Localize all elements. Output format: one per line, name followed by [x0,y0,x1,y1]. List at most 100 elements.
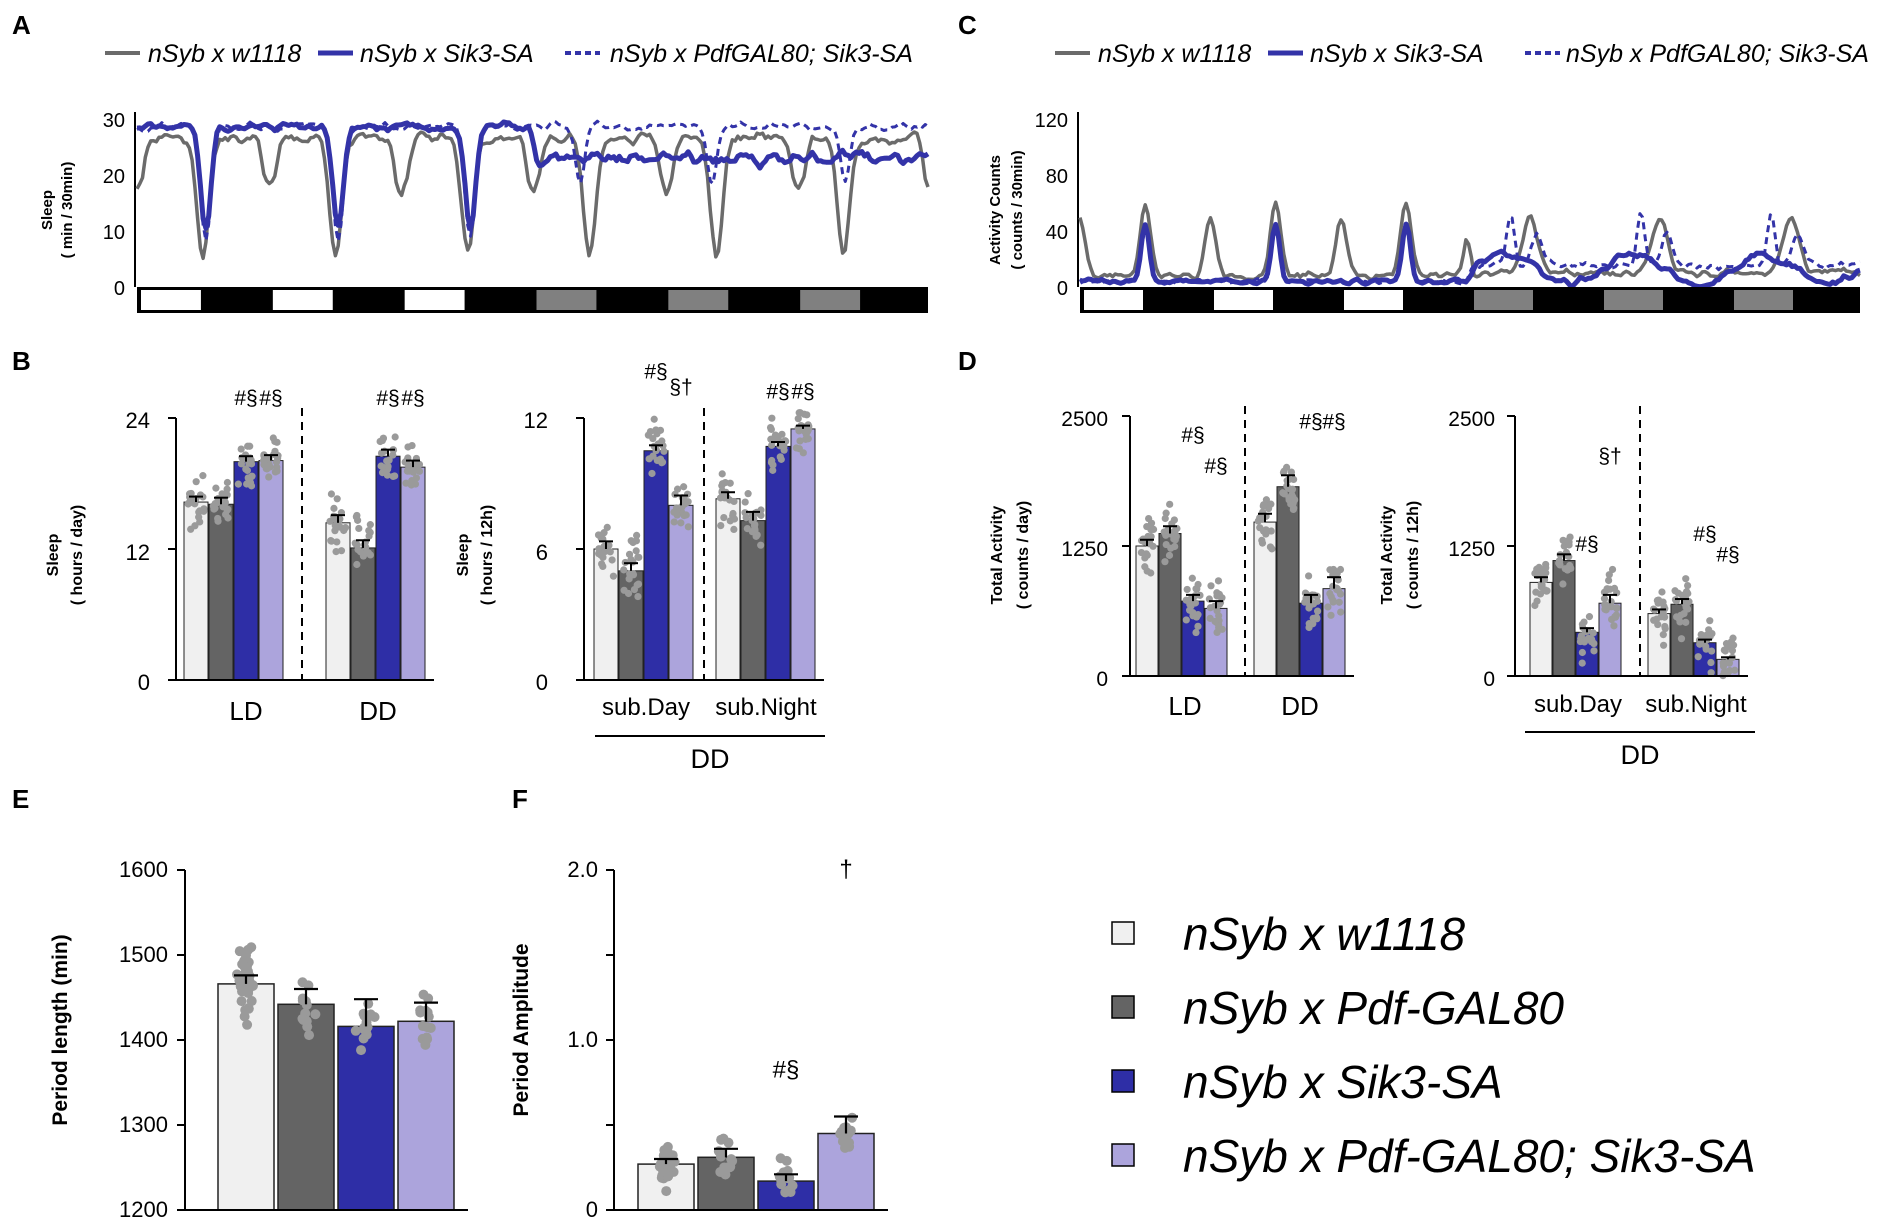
data-point [609,572,618,580]
data-point [730,497,738,506]
data-point [771,431,780,439]
group-label: DD [359,696,397,726]
light-period [141,290,201,310]
data-point [327,537,336,545]
y-tick-label: 40 [1046,222,1068,244]
data-point [337,547,346,555]
data-point [716,1148,727,1159]
data-point [677,519,685,527]
data-point [243,983,254,994]
data-point [796,437,804,445]
data-point [1728,647,1737,655]
panel-label-a: A [12,10,31,40]
data-point [1161,514,1169,523]
data-point [1590,647,1598,655]
significance-label: #§ [1693,523,1716,546]
data-point [660,447,668,455]
y-tick-label: 6 [536,540,548,565]
data-point [415,467,424,475]
light-dark-bar [1080,287,1860,313]
data-point [1607,603,1615,611]
data-point [663,1168,674,1179]
bar [1552,560,1576,677]
bar [258,460,284,681]
data-point [1305,604,1313,612]
data-point [1542,560,1550,569]
data-point [408,441,416,450]
data-point [333,495,341,503]
group-label: LD [1168,691,1201,721]
data-point [1262,530,1270,538]
y-tick-label: 1200 [119,1197,168,1222]
data-point [382,468,390,477]
data-point [1680,610,1688,618]
data-point [1605,576,1613,585]
subjective-day-period [1734,290,1793,310]
significance-label: #§ [376,387,399,410]
data-point [353,560,361,569]
data-point [606,548,614,556]
data-point [620,586,628,594]
y-tick-label: 0 [1057,278,1068,300]
axes [1122,406,1354,677]
data-point [304,1030,315,1041]
data-point [717,521,725,530]
y-axis-label: Sleep [39,190,56,230]
data-point [220,497,228,505]
legend-label-w1118: nSyb x w1118 [148,40,301,68]
data-point [1213,628,1221,636]
data-point [191,522,199,530]
data-point [1309,614,1317,622]
data-point [1578,648,1586,657]
data-point [1675,614,1683,622]
data-point [1694,653,1702,661]
data-point [649,434,657,443]
bar [208,503,234,681]
data-point [1603,586,1611,594]
data-point [366,551,374,559]
data-point [608,556,616,564]
data-point [648,469,656,478]
data-point [331,527,339,535]
axes [1507,406,1748,677]
data-point [210,505,218,513]
significance-label: #§ [1575,533,1598,556]
data-point [1192,628,1200,637]
activity-per-12h-chart: Total Activity ( counts / 12h) 2500 1250… [1379,406,1755,770]
data-point [330,504,338,512]
y-axis-unit: ( hours / day) [69,505,86,605]
data-point [767,458,776,467]
data-point [776,1179,787,1190]
sleep-profile-chart: Sleep ( min / 30min) 30 20 10 0 [39,110,930,313]
data-point [1659,631,1667,639]
data-point [379,434,387,443]
y-tick-label: 1300 [119,1112,168,1137]
subjective-day-period [1604,290,1663,310]
y-tick-label: 1400 [119,1027,168,1052]
group-label: LD [229,696,262,726]
data-point [683,490,692,498]
data-point [1707,647,1716,655]
bar [183,501,209,681]
data-point [1731,666,1739,674]
data-point [603,523,611,532]
data-point [247,472,256,481]
data-point [769,466,777,474]
data-point [727,1155,738,1166]
data-point [1589,629,1597,637]
data-point [781,437,789,445]
significance-label: #§ [1181,424,1204,447]
data-point [356,1045,367,1056]
data-point [840,1142,851,1153]
y-axis-label: Sleep [45,533,62,576]
data-point [1650,616,1658,624]
data-point [271,468,279,476]
group-label: sub.Night [715,694,817,721]
data-point [1677,635,1686,643]
data-point [1259,502,1267,510]
data-point [1207,582,1215,590]
data-point [803,411,811,419]
y-axis-label: Period Amplitude [510,943,533,1116]
data-point [384,462,392,471]
significance-label: #§ [1322,410,1345,433]
